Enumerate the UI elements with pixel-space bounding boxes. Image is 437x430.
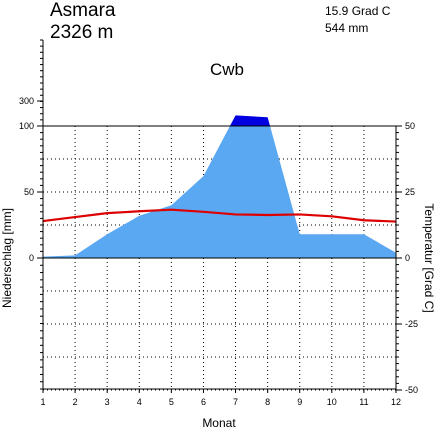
climate-class: Cwb (210, 60, 244, 79)
station-name: Asmara (50, 0, 116, 21)
y-right-tick-label: 25 (405, 187, 415, 197)
x-tick-label: 11 (359, 397, 368, 407)
precipitation-area (43, 115, 396, 258)
y-left-tick-label: 50 (24, 187, 34, 197)
y-axis-right-label: Temperatur [Grad C] (422, 203, 436, 312)
x-tick-label: 12 (391, 397, 401, 407)
precipitation-excess-fill (229, 115, 271, 126)
y-right-tick-label: -25 (405, 319, 418, 329)
x-tick-label: 4 (137, 397, 142, 407)
annual-precipitation: 544 mm (325, 21, 368, 35)
x-tick-label: 1 (40, 397, 45, 407)
y-right-tick-label: 50 (405, 121, 415, 131)
x-tick-label: 5 (169, 397, 174, 407)
temperature-series-line (42, 208, 397, 223)
y-right-tick-label: 0 (405, 253, 410, 263)
precipitation-fill (43, 126, 396, 258)
y-right-tick-label: -50 (405, 385, 418, 395)
x-tick-label: 6 (201, 397, 206, 407)
temperature-line (42, 208, 397, 223)
mean-temperature: 15.9 Grad C (325, 4, 391, 18)
x-tick-label: 7 (233, 397, 238, 407)
station-elevation: 2326 m (50, 22, 113, 43)
y-left-tick-label: 300 (19, 96, 34, 106)
x-tick-label: 9 (297, 397, 302, 407)
x-tick-label: 2 (73, 397, 78, 407)
x-axis-label: Monat (202, 416, 236, 430)
x-tick-label: 8 (265, 397, 270, 407)
x-tick-label: 10 (327, 397, 337, 407)
y-left-tick-label: 0 (29, 253, 34, 263)
y-axis-left-label: Niederschlag [mm] (0, 208, 14, 308)
x-tick-label: 3 (105, 397, 110, 407)
y-left-tick-label: 100 (19, 121, 34, 131)
